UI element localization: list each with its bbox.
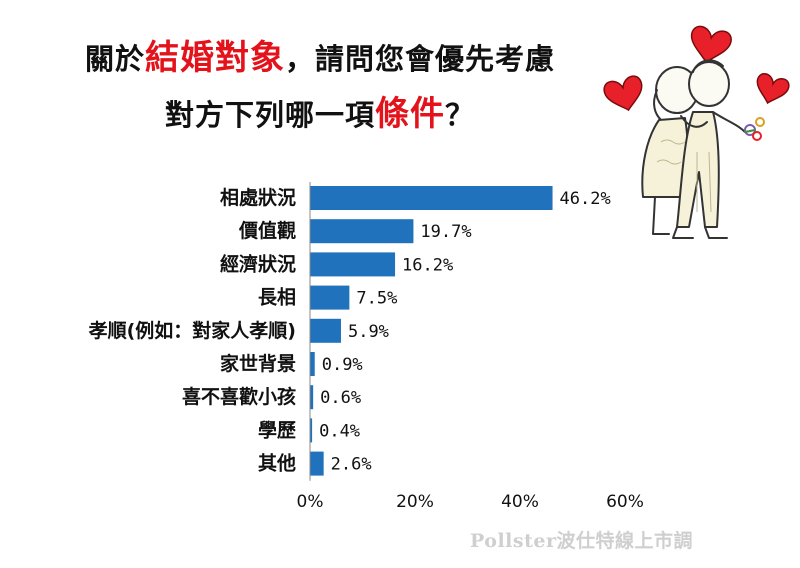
bar bbox=[310, 219, 414, 244]
title-highlight-condition: 條件 bbox=[375, 94, 445, 134]
data-label: 19.7% bbox=[420, 222, 471, 242]
data-label: 0.6% bbox=[320, 388, 361, 408]
chart-title-line-2: 對方下列哪一項條件？ bbox=[0, 86, 640, 135]
data-label: 0.4% bbox=[319, 421, 360, 441]
category-label: 喜不喜歡小孩 bbox=[182, 385, 296, 408]
title-text-pre: 關於 bbox=[84, 42, 145, 76]
bars bbox=[310, 186, 553, 476]
value-axis-tick-labels: 0% 20% 40% 60% bbox=[297, 492, 644, 512]
title-text-post: ，請問您會優先考慮 bbox=[285, 42, 556, 76]
bar bbox=[310, 318, 341, 343]
data-label: 2.6% bbox=[331, 455, 372, 475]
category-label: 家世背景 bbox=[220, 352, 296, 375]
data-label: 46.2% bbox=[560, 189, 611, 209]
category-label: 相處狀況 bbox=[220, 186, 296, 209]
bar bbox=[310, 285, 350, 310]
x-tick-label: 0% bbox=[297, 492, 324, 512]
data-label: 5.9% bbox=[348, 322, 389, 342]
x-tick-label: 60% bbox=[606, 492, 644, 512]
chart-title-line-1: 關於結婚對象，請問您會優先考慮 bbox=[0, 30, 640, 79]
data-labels: 46.2% 19.7% 16.2%7.5% 5.9% 0.9% 0.6% 0.4% 2.6% bbox=[319, 189, 611, 475]
bar bbox=[310, 352, 315, 376]
category-label: 其他 bbox=[258, 452, 296, 475]
title-text-pre-2: 對方下列哪一項 bbox=[164, 98, 375, 132]
title-highlight-marriage-partner: 結婚對象 bbox=[145, 38, 285, 78]
watermark-pollster: Pollster波仕特線上市調 bbox=[470, 530, 693, 552]
category-label: 學歷 bbox=[258, 419, 296, 441]
data-label: 0.9% bbox=[322, 355, 363, 375]
category-label: 孝順(例如：對家人孝順) bbox=[89, 319, 296, 342]
heart-icon bbox=[756, 72, 790, 105]
title-text-post-2: ？ bbox=[445, 98, 476, 132]
bar bbox=[310, 385, 314, 410]
x-tick-label: 20% bbox=[396, 492, 434, 512]
data-label: 7.5% bbox=[356, 289, 397, 309]
bar bbox=[310, 186, 553, 210]
category-label: 價值觀 bbox=[238, 219, 296, 242]
bar bbox=[310, 252, 396, 277]
heart-icon bbox=[603, 75, 643, 112]
category-label: 經濟狀況 bbox=[220, 252, 296, 275]
category-label: 長相 bbox=[258, 287, 296, 309]
data-label: 16.2% bbox=[402, 255, 453, 275]
x-tick-label: 40% bbox=[501, 492, 539, 512]
couple-illustration-icon bbox=[603, 25, 790, 239]
bar bbox=[310, 451, 324, 476]
bar bbox=[310, 418, 313, 443]
